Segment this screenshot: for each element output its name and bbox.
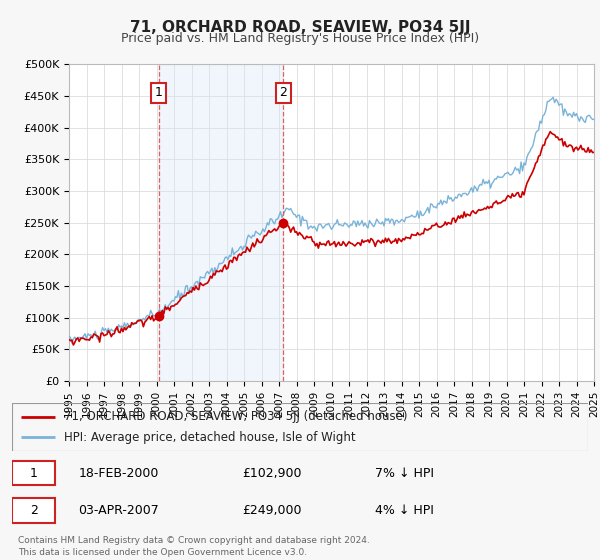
Text: 18-FEB-2000: 18-FEB-2000 [78, 466, 158, 479]
Text: 03-APR-2007: 03-APR-2007 [78, 504, 159, 517]
Text: 71, ORCHARD ROAD, SEAVIEW, PO34 5JJ: 71, ORCHARD ROAD, SEAVIEW, PO34 5JJ [130, 20, 470, 35]
FancyBboxPatch shape [12, 498, 55, 522]
Text: 7% ↓ HPI: 7% ↓ HPI [375, 466, 434, 479]
Text: £102,900: £102,900 [242, 466, 302, 479]
Text: HPI: Average price, detached house, Isle of Wight: HPI: Average price, detached house, Isle… [64, 431, 355, 444]
Text: 1: 1 [29, 466, 38, 479]
Text: 4% ↓ HPI: 4% ↓ HPI [375, 504, 434, 517]
Text: 2: 2 [29, 504, 38, 517]
Text: 2: 2 [280, 86, 287, 99]
Text: £249,000: £249,000 [242, 504, 302, 517]
FancyBboxPatch shape [12, 461, 55, 486]
Text: 1: 1 [155, 86, 163, 99]
Text: Price paid vs. HM Land Registry's House Price Index (HPI): Price paid vs. HM Land Registry's House … [121, 32, 479, 45]
Bar [159, 64, 283, 381]
Text: Contains HM Land Registry data © Crown copyright and database right 2024.
This d: Contains HM Land Registry data © Crown c… [18, 536, 370, 557]
Text: 71, ORCHARD ROAD, SEAVIEW, PO34 5JJ (detached house): 71, ORCHARD ROAD, SEAVIEW, PO34 5JJ (det… [64, 410, 407, 423]
